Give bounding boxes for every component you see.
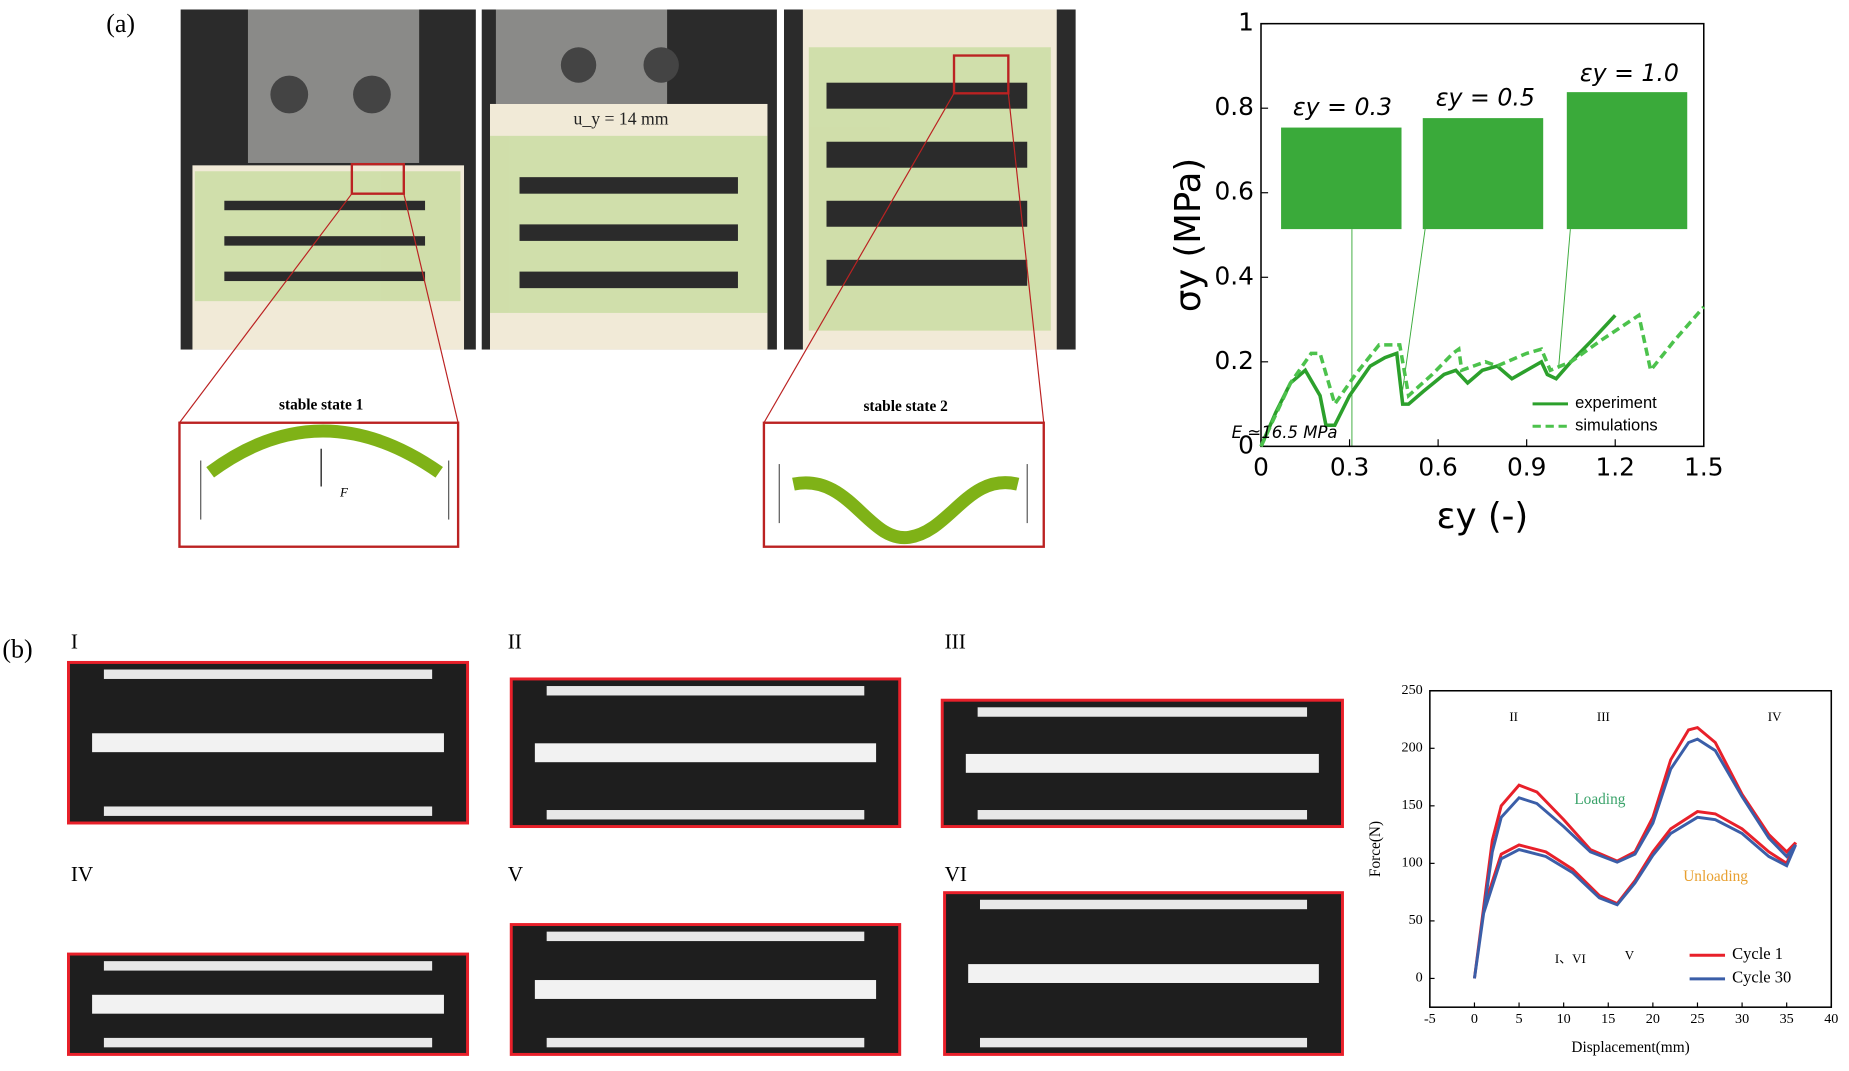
x-tick-label: 1.2 [1596, 453, 1635, 482]
tile-plate [546, 1037, 865, 1048]
chart: 0 0.3 0.6 0.9 1.2 1.5 0 0.2 0.4 0.6 0.8 1 εy (-) σy (… [1168, 8, 1723, 538]
annotation: εy = 1.0 [1580, 59, 1679, 87]
tile-bar [92, 733, 444, 753]
y-tick-label: 1 [1238, 8, 1254, 37]
photo-label: u_y = 14 mm [574, 109, 669, 129]
y-tick-label: 0 [1416, 970, 1423, 986]
tile-plate [979, 899, 1308, 910]
x-axis-label: εy (-) [1437, 496, 1529, 537]
x-tick-label: 0 [1471, 1011, 1478, 1027]
tile-label: V [508, 862, 524, 886]
x-tick-label: 35 [1780, 1011, 1794, 1027]
tile-plate [546, 686, 865, 696]
photos [178, 9, 1076, 548]
panel-label: (a) [106, 9, 135, 38]
tile-plate [546, 810, 865, 820]
tile-plate [103, 1037, 433, 1048]
tile-bar [965, 753, 1319, 773]
series-line [1259, 314, 1617, 448]
tile-bar [968, 964, 1319, 983]
tile-bar [534, 980, 877, 999]
tile-plate [979, 1037, 1308, 1048]
annotation: εy = 0.3 [1293, 93, 1392, 121]
tile-label: II [508, 629, 522, 653]
x-tick-label: 0 [1253, 453, 1269, 482]
x-tick-label: -5 [1424, 1011, 1436, 1027]
x-tick-label: 5 [1516, 1011, 1523, 1027]
y-tick-label: 0 [1238, 430, 1254, 459]
y-tick-label: 150 [1402, 797, 1423, 813]
series-line [1259, 305, 1706, 448]
annotation: I、VI [1555, 951, 1586, 966]
y-tick-label: 50 [1409, 912, 1423, 928]
x-tick-label: 0.3 [1330, 453, 1369, 482]
tile-plate [977, 707, 1308, 717]
tile-label: I [71, 629, 78, 653]
tile-bar [92, 994, 444, 1014]
x-axis-label: Displacement(mm) [1571, 1039, 1689, 1056]
annotation: E ≃16.5 MPa [1232, 423, 1338, 442]
series-line [1472, 737, 1797, 979]
series-line [1472, 725, 1797, 979]
tile-bar [534, 743, 877, 763]
x-tick-label: 1.5 [1684, 453, 1723, 482]
annotation: V [1625, 947, 1635, 962]
tile-plate [546, 931, 865, 942]
annotation: εy = 0.5 [1436, 84, 1535, 112]
y-tick-label: 100 [1402, 855, 1423, 871]
plot-frame [1260, 22, 1705, 448]
y-tick-label: 200 [1402, 740, 1423, 756]
annotation: IV [1768, 709, 1782, 724]
tile-plate [103, 806, 433, 816]
inset-label: stable state 1 [279, 397, 363, 414]
tile-label: IV [71, 862, 94, 886]
force-label: F [339, 485, 349, 500]
inset-label: stable state 2 [863, 398, 947, 415]
strain-insets [1281, 92, 1688, 447]
chart: -5 0 5 10 15 20 25 30 35 40 0 50 100 150 200 250 Displac… [1367, 682, 1838, 1056]
x-tick-label: 30 [1735, 1011, 1749, 1027]
y-axis-label: σy (MPa) [1168, 158, 1209, 312]
y-tick-label: 0.6 [1214, 177, 1253, 206]
x-tick-label: 25 [1690, 1011, 1704, 1027]
plot-frame [1429, 689, 1833, 1008]
annotation: Unloading [1683, 868, 1748, 885]
legend-label: experiment [1575, 393, 1657, 412]
x-tick-label: 10 [1557, 1011, 1571, 1027]
x-tick-label: 0.6 [1418, 453, 1457, 482]
x-tick-label: 15 [1601, 1011, 1615, 1027]
annotation: II [1509, 709, 1518, 724]
tile-label: III [945, 629, 966, 653]
tile-plate [977, 810, 1308, 820]
y-tick-label: 0.2 [1214, 346, 1253, 375]
legend-label: Cycle 30 [1732, 968, 1791, 987]
x-tick-label: 0.9 [1507, 453, 1546, 482]
annotation: Loading [1574, 791, 1625, 808]
tile-plate [103, 669, 433, 679]
x-tick-label: 40 [1824, 1011, 1838, 1027]
y-tick-label: 250 [1402, 682, 1423, 698]
legend-label: simulations [1575, 416, 1658, 435]
y-tick-label: 0.8 [1214, 92, 1253, 121]
legend-label: Cycle 1 [1732, 944, 1783, 963]
x-tick-label: 20 [1646, 1011, 1660, 1027]
tile-plate [103, 961, 433, 971]
panel-label: (b) [2, 635, 32, 664]
y-tick-label: 0.4 [1214, 261, 1253, 290]
y-axis-label: Force(N) [1367, 821, 1384, 877]
annotation: III [1597, 709, 1610, 724]
tile-label: VI [945, 862, 967, 886]
